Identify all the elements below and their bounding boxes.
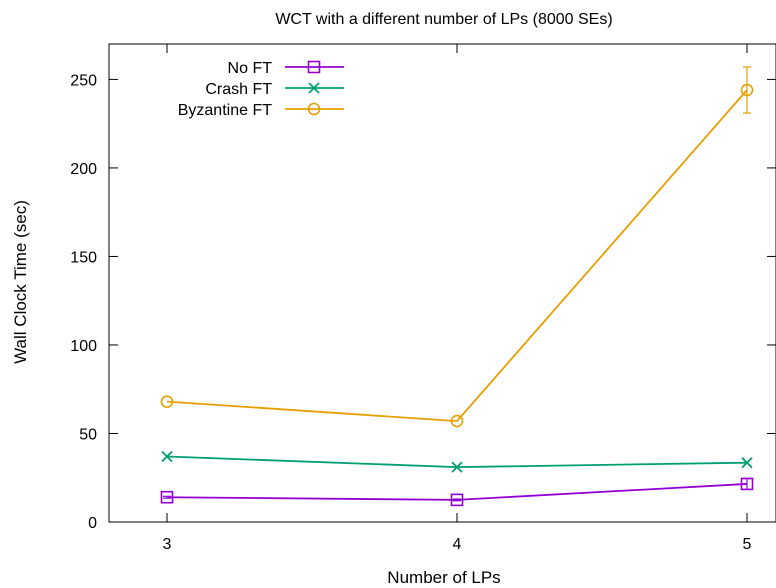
- data-point-byzantine-ft: [450, 414, 464, 428]
- x-tick-label: 3: [163, 536, 172, 553]
- axis-ticks: 0 50 100 150 200 250 3 4 5: [70, 44, 776, 553]
- y-tick-label: 100: [70, 338, 97, 355]
- x-tick-label: 5: [743, 536, 752, 553]
- y-tick-label: 50: [79, 426, 97, 443]
- y-axis-label: Wall Clock Time (sec): [11, 200, 30, 364]
- x-marker-stroke: [741, 457, 753, 469]
- data-point-crash-ft: [741, 457, 753, 469]
- x-axis-label: Number of LPs: [387, 568, 500, 587]
- x-marker-stroke: [451, 461, 463, 473]
- legend-label-no-ft: No FT: [228, 60, 273, 77]
- x-marker-stroke: [308, 82, 320, 94]
- data-point-crash-ft: [161, 450, 173, 463]
- data-point-byzantine-ft: [740, 83, 754, 97]
- series-group: [160, 66, 754, 507]
- y-tick-label: 150: [70, 249, 97, 266]
- series-line-byzantine-ft: [166, 89, 748, 423]
- data-point-no-ft: [450, 493, 464, 507]
- x-tick-label: 4: [453, 536, 462, 553]
- data-point-crash-ft: [451, 461, 463, 473]
- plot-frame: [108, 43, 776, 523]
- legend-marker-no-ft: [307, 60, 321, 74]
- y-tick-label: 200: [70, 161, 97, 178]
- chart-title: WCT with a different number of LPs (8000…: [275, 11, 612, 28]
- y-tick-label: 250: [70, 72, 97, 89]
- legend-marker-byzantine-ft: [307, 102, 321, 116]
- x-marker-stroke: [161, 450, 173, 463]
- series-line-no-ft: [166, 483, 748, 501]
- legend: No FT Crash FT Byzantine FT: [178, 60, 344, 119]
- data-point-no-ft: [160, 490, 174, 504]
- legend-label-byzantine-ft: Byzantine FT: [178, 102, 272, 119]
- series-line-crash-ft: [166, 455, 748, 469]
- data-point-no-ft: [740, 477, 754, 491]
- data-point-byzantine-ft: [160, 395, 174, 408]
- y-tick-label: 0: [88, 515, 97, 532]
- legend-label-crash-ft: Crash FT: [205, 81, 272, 98]
- legend-marker-crash-ft: [308, 82, 320, 94]
